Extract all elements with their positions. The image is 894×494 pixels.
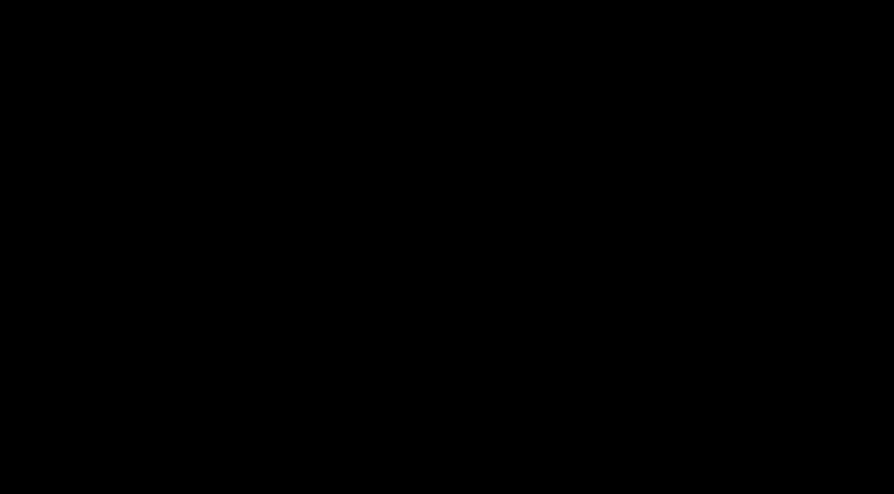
wordcloud-svg	[0, 0, 894, 494]
wordcloud-figure	[0, 0, 894, 494]
